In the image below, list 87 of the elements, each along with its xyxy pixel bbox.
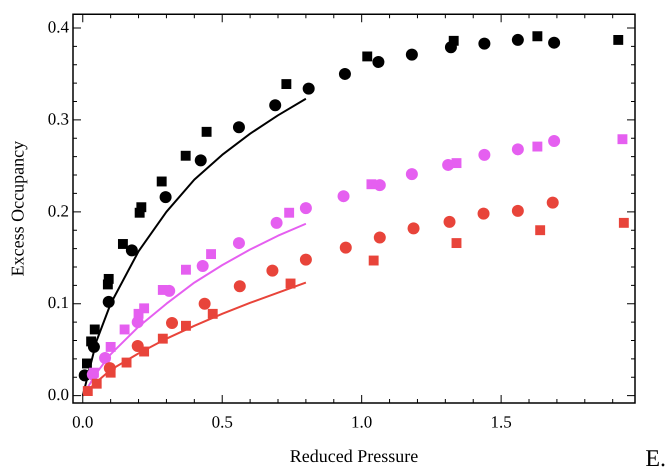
point: [181, 320, 191, 331]
point: [156, 176, 167, 186]
point: [82, 386, 93, 396]
point: [613, 34, 624, 45]
point: [374, 232, 386, 244]
point: [300, 254, 312, 266]
point: [478, 208, 490, 220]
point: [160, 191, 172, 204]
point: [452, 238, 462, 248]
y-tick-label: 0.3: [48, 109, 69, 128]
point: [281, 79, 292, 90]
point: [266, 264, 278, 277]
y-axis-title: Excess Occupancy: [8, 140, 28, 276]
point: [208, 308, 218, 319]
point: [86, 368, 99, 381]
point: [512, 143, 524, 156]
point: [132, 316, 144, 328]
point: [206, 249, 216, 260]
x-tick-label: 1.0: [351, 412, 372, 432]
point: [104, 362, 116, 374]
point: [202, 126, 212, 137]
point: [408, 222, 420, 234]
point: [532, 31, 542, 42]
point: [232, 121, 245, 134]
point: [181, 264, 191, 275]
point: [180, 150, 191, 161]
point: [158, 334, 168, 344]
point: [286, 278, 296, 288]
point: [444, 216, 456, 228]
point: [269, 99, 282, 112]
point: [232, 237, 245, 250]
point: [338, 68, 351, 80]
point: [406, 48, 418, 61]
point: [618, 218, 629, 228]
point: [532, 142, 542, 152]
point: [512, 34, 524, 46]
point: [444, 41, 457, 54]
text: E.: [645, 446, 666, 472]
point: [368, 256, 379, 266]
point: [302, 82, 315, 95]
point: [139, 303, 150, 314]
point: [82, 358, 92, 368]
point: [234, 280, 246, 292]
y-tick-label: 0.1: [48, 293, 69, 312]
point: [478, 38, 490, 50]
point: [126, 244, 138, 256]
point: [118, 239, 128, 249]
point: [122, 358, 132, 368]
point: [512, 204, 524, 217]
point: [104, 274, 114, 284]
point: [372, 56, 384, 68]
point: [618, 134, 628, 144]
point: [166, 317, 178, 330]
point: [102, 296, 115, 308]
point: [338, 190, 350, 202]
y-tick-label: 0.0: [48, 385, 69, 404]
point: [106, 342, 116, 352]
point: [535, 225, 546, 236]
x-tick-label: 0.5: [212, 412, 233, 432]
point: [374, 179, 386, 192]
point: [88, 340, 100, 353]
point: [340, 242, 352, 254]
point: [442, 158, 454, 171]
point: [120, 324, 130, 334]
point: [548, 36, 560, 49]
x-tick-label: 1.5: [490, 412, 512, 432]
x-axis-title: Reduced Pressure: [290, 446, 418, 466]
point: [362, 52, 372, 62]
point: [548, 135, 560, 148]
point: [132, 340, 144, 352]
point: [136, 202, 146, 212]
point: [92, 378, 102, 389]
point: [196, 260, 209, 272]
point: [270, 216, 283, 229]
y-tick-label: 0.2: [48, 201, 69, 220]
y-tick-label: 0.4: [48, 17, 70, 36]
point: [198, 298, 211, 310]
point: [99, 352, 112, 364]
point: [194, 154, 207, 166]
point: [163, 284, 176, 297]
x-tick-label: 0.0: [72, 412, 94, 432]
point: [546, 196, 559, 209]
point: [406, 168, 418, 180]
point: [90, 324, 100, 334]
point: [300, 202, 312, 214]
point: [478, 148, 490, 161]
point: [284, 208, 294, 218]
